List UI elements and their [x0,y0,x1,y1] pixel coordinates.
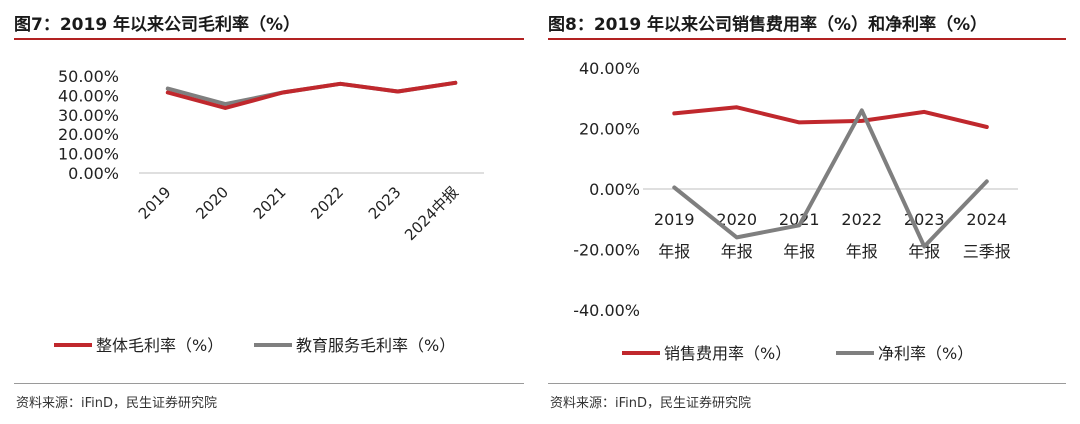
y-tick-label: 30.00% [58,106,119,125]
x-tick-label: 2019 [135,183,175,223]
legend-label: 整体毛利率（%） [96,336,223,355]
x-tick-label: 2020 [716,210,757,229]
x-tick-label: 2024中报 [401,183,462,244]
series-line [672,108,989,249]
x-tick-label: 2022 [841,210,882,229]
title-underline [14,38,524,40]
source-divider [14,383,524,384]
x-tick-label: 2022 [307,183,347,223]
y-tick-label: -40.00% [573,301,640,320]
chart-title: 图8：2019 年以来公司销售费用率（%）和净利率（%） [548,15,988,35]
x-tick-label: 年报 [846,242,878,261]
source-note: 资料来源：iFinD，民生证券研究院 [550,396,752,411]
source-note: 资料来源：iFinD，民生证券研究院 [16,396,218,411]
legend-label: 净利率（%） [878,344,973,363]
expense-net-margin-chart: 40.00% 20.00% 0.00% -20.00% -40.00% 2019 年报 202… [573,59,1018,363]
x-tick-label: 三季报 [963,242,1011,261]
x-tick-label: 2021 [250,183,290,223]
x-tick-label: 年报 [783,242,815,261]
y-tick-label: 40.00% [579,59,640,78]
x-tick-label: 2019 [654,210,695,229]
x-tick-label: 年报 [908,242,940,261]
x-tick-label: 年报 [658,242,690,261]
y-tick-label: 20.00% [579,120,640,139]
x-tick-label: 2024 [966,210,1007,229]
y-tick-label: -20.00% [573,241,640,260]
title-underline [548,38,1066,40]
series-line [165,80,458,107]
source-divider [548,383,1066,384]
gross-margin-chart: 50.00%40.00%30.00%20.00%10.00%0.00% 2019 2… [54,67,484,355]
x-tick-label: 2021 [779,210,820,229]
x-tick-label: 年报 [721,242,753,261]
y-tick-label: 20.00% [58,125,119,144]
series-line [165,80,458,110]
y-tick-label: 0.00% [589,180,640,199]
legend-label: 销售费用率（%） [664,344,791,363]
x-tick-label: 2023 [365,183,405,223]
y-tick-label: 40.00% [58,86,119,105]
legend-label: 教育服务毛利率（%） [296,336,455,355]
y-tick-label: 0.00% [68,164,119,183]
chart-title: 图7：2019 年以来公司毛利率（%） [14,15,301,35]
y-tick-label: 50.00% [58,67,119,86]
chart-panel-expense-net-margin: 图8：2019 年以来公司销售费用率（%）和净利率（%） 40.00% 20.00… [548,0,1066,424]
series-line [672,105,989,129]
x-tick-label: 2020 [192,183,232,223]
y-tick-label: 10.00% [58,145,119,164]
chart-panel-gross-margin: 图7：2019 年以来公司毛利率（%） 50.00% 40.00% 30.00% 20… [14,0,524,424]
